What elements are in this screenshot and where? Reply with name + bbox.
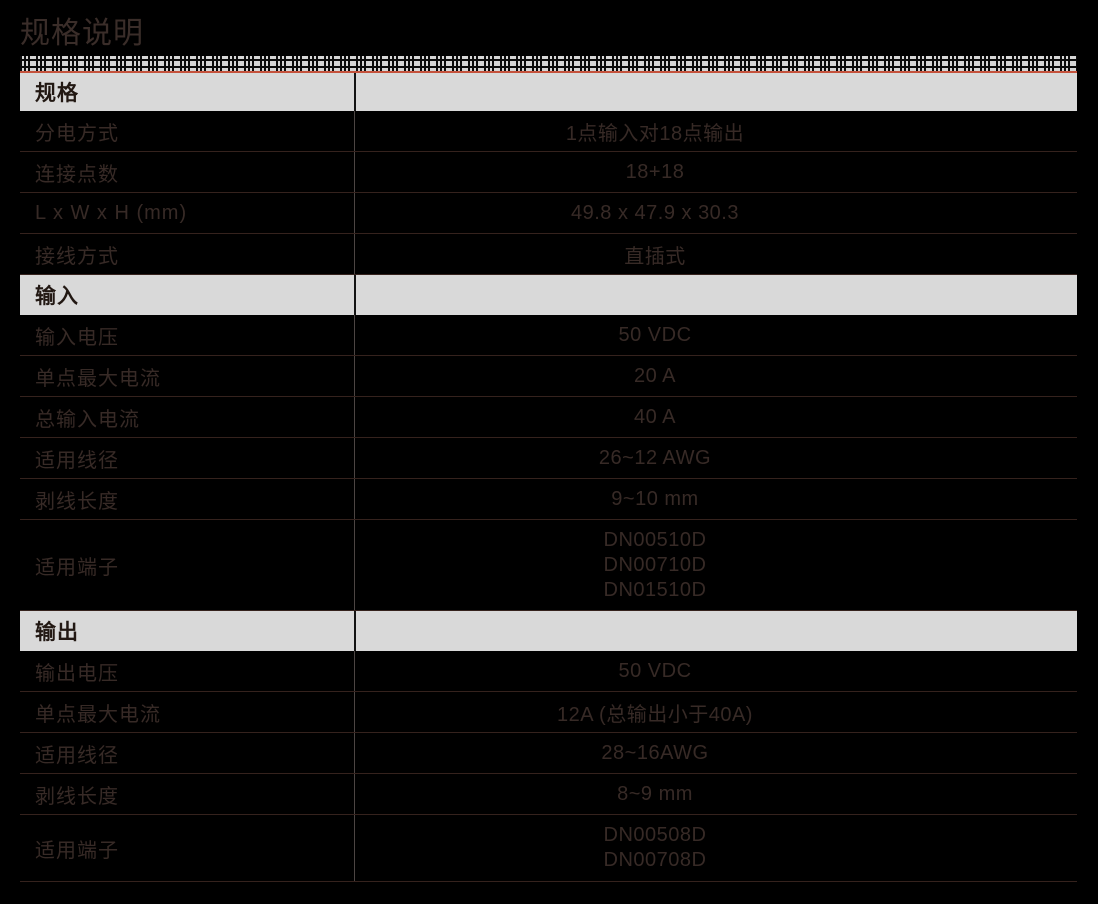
row-label: 单点最大电流 <box>35 367 161 390</box>
row-value: 20 A <box>354 356 955 396</box>
section-header-input: 输入 <box>20 275 1077 315</box>
table-row: 剥线长度 9~10 mm <box>20 479 1077 520</box>
section-header-output: 输出 <box>20 611 1077 651</box>
row-label: 适用线径 <box>35 449 119 472</box>
table-row: 适用线径 28~16AWG <box>20 733 1077 774</box>
row-value: 1点输入对18点输出 <box>354 111 955 151</box>
row-value: 26~12 AWG <box>354 438 955 478</box>
table-row: 输出电压 50 VDC <box>20 651 1077 692</box>
table-row: 总输入电流 40 A <box>20 397 1077 438</box>
row-label: 单点最大电流 <box>35 703 161 726</box>
row-value: 28~16AWG <box>354 733 955 773</box>
row-value: 18+18 <box>354 152 955 192</box>
row-label: 适用线径 <box>35 744 119 767</box>
section-header-label: 输入 <box>35 285 79 308</box>
section-header-specs: 规格 <box>20 73 1077 111</box>
row-value: 50 VDC <box>354 651 955 691</box>
table-row: 接线方式 直插式 <box>20 234 1077 275</box>
row-label: 接线方式 <box>35 245 119 268</box>
row-label: 适用端子 <box>35 556 119 579</box>
table-row: 适用端子 DN00510D DN00710D DN01510D <box>20 520 1077 611</box>
row-value-line: DN00708D <box>603 849 707 871</box>
table-row: 单点最大电流 12A (总输出小于40A) <box>20 692 1077 733</box>
decorative-strip <box>20 56 1077 71</box>
row-value: 12A (总输出小于40A) <box>354 692 955 732</box>
table-row: 分电方式 1点输入对18点输出 <box>20 111 1077 152</box>
row-value-line: DN01510D <box>603 578 707 601</box>
row-value: 9~10 mm <box>354 479 955 519</box>
row-value-line: DN00510D <box>603 528 707 551</box>
row-label: 输出电压 <box>35 662 119 685</box>
spec-sheet: 规格说明 规格 分电方式 1点输入对18点输出 连接点数 18+18 L x W… <box>20 0 1077 882</box>
section-header-label: 规格 <box>35 82 79 105</box>
table-row: 单点最大电流 20 A <box>20 356 1077 397</box>
table-row: 输入电压 50 VDC <box>20 315 1077 356</box>
table-row: 剥线长度 8~9 mm <box>20 774 1077 815</box>
row-value: DN00510D DN00710D DN01510D <box>354 520 955 610</box>
table-row: 连接点数 18+18 <box>20 152 1077 193</box>
row-label: 输入电压 <box>35 326 119 349</box>
row-label: 剥线长度 <box>35 490 119 513</box>
table-row: 适用端子 DN00508D DN00708D <box>20 815 1077 882</box>
row-value: 直插式 <box>354 234 955 274</box>
row-label: 总输入电流 <box>35 408 140 431</box>
row-value: 8~9 mm <box>354 774 955 814</box>
accent-line <box>20 71 1077 73</box>
table-row: L x W x H (mm) 49.8 x 47.9 x 30.3 <box>20 193 1077 234</box>
row-value: 40 A <box>354 397 955 437</box>
row-label: 连接点数 <box>35 163 119 186</box>
row-label: 分电方式 <box>35 122 119 145</box>
row-value-line: DN00508D <box>603 824 707 846</box>
row-value: 50 VDC <box>354 315 955 355</box>
row-value: DN00508D DN00708D <box>354 815 955 881</box>
section-header-label: 输出 <box>35 621 79 644</box>
row-label: 适用端子 <box>35 839 119 862</box>
row-label: 剥线长度 <box>35 785 119 808</box>
row-label: L x W x H (mm) <box>35 201 188 224</box>
table-row: 适用线径 26~12 AWG <box>20 438 1077 479</box>
row-value-line: DN00710D <box>603 553 707 576</box>
page-title: 规格说明 <box>20 17 144 50</box>
row-value: 49.8 x 47.9 x 30.3 <box>354 193 955 233</box>
